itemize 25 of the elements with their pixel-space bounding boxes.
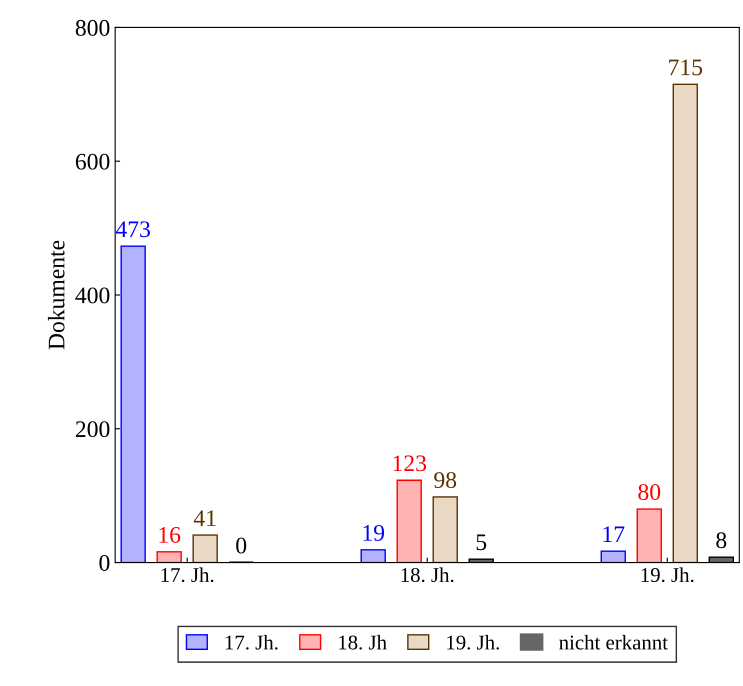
data-label: 98 — [434, 472, 456, 488]
data-label: 41 — [194, 510, 216, 526]
x-tick-label: 18. Jh. — [402, 567, 454, 582]
x-tick-label: 19. Jh. — [642, 567, 694, 582]
y-axis-title: Dokumente — [48, 240, 65, 350]
y-tick-label: 800 — [76, 20, 110, 36]
data-label: 17 — [604, 526, 624, 542]
data-label: 80 — [638, 484, 660, 500]
data-label: 123 — [394, 455, 426, 472]
data-label: 19 — [363, 524, 384, 541]
legend-label: 19. Jh. — [447, 634, 499, 650]
x-tick-label: 17. Jh. — [162, 567, 214, 582]
data-label: 715 — [669, 60, 702, 76]
data-label: 5 — [476, 534, 486, 550]
data-label: 8 — [716, 532, 726, 548]
data-label: 473 — [116, 221, 150, 238]
y-tick-label: 600 — [76, 154, 110, 170]
y-tick-label: 0 — [99, 555, 110, 571]
y-tick-label: 200 — [76, 421, 110, 438]
data-label: 0 — [236, 538, 246, 554]
data-label: 16 — [159, 526, 180, 543]
legend-label: nicht erkannt — [559, 634, 668, 650]
legend-label: 18. Jh — [339, 634, 387, 650]
legend-label: 17. Jh. — [226, 634, 278, 650]
y-tick-label: 400 — [75, 287, 110, 304]
